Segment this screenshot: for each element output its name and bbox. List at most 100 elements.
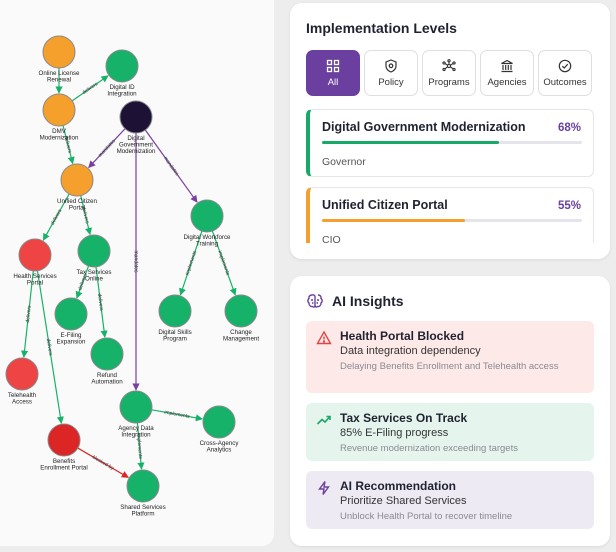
warning-triangle-icon: [316, 330, 332, 345]
graph-node-circle[interactable]: [77, 234, 111, 268]
graph-node-circle[interactable]: [126, 469, 160, 503]
graph-edge-label: blocked by: [91, 454, 115, 471]
graph-edge: [179, 230, 203, 296]
insight-title: AI Recommendation: [340, 479, 457, 493]
insight-card-recommendation[interactable]: AI Recommendation Prioritize Shared Serv…: [306, 471, 594, 529]
tab-label: Outcomes: [543, 76, 587, 88]
graph-node-label: Tax Services: [76, 269, 111, 276]
insight-card-health-portal[interactable]: Health Portal Blocked Data integration d…: [306, 321, 594, 393]
implementation-item[interactable]: Unified Citizen Portal 55% CIO: [306, 187, 594, 243]
graph-edge: [88, 128, 126, 169]
implementation-list[interactable]: Digital Government Modernization 68% Gov…: [306, 109, 594, 243]
graph-node-label: Change: [230, 329, 252, 336]
ai-insights-card: AI Insights Health Portal Blocked Data i…: [290, 276, 610, 546]
graph-node-label: Cross-Agency: [200, 440, 240, 447]
insight-subtitle: Data integration dependency: [340, 345, 481, 357]
graph-edge-label: delivers: [45, 338, 54, 356]
tab-policy[interactable]: Policy: [364, 50, 418, 96]
graph-node-circle[interactable]: [18, 238, 52, 272]
graph-node-circle[interactable]: [158, 294, 192, 328]
graph-node-label: Agency Data: [118, 425, 154, 432]
graph-node-circle[interactable]: [47, 423, 81, 457]
graph-node-label: Government: [119, 142, 153, 149]
graph-node-label: Portal: [27, 280, 43, 287]
tab-programs[interactable]: Programs: [422, 50, 476, 96]
implementation-levels-title: Implementation Levels: [306, 20, 457, 36]
graph-node-label: Health Services: [13, 273, 56, 280]
check-circle-icon: [558, 59, 572, 72]
insight-title: Tax Services On Track: [340, 411, 468, 425]
graph-edge-label: mandates: [133, 251, 139, 273]
tab-all[interactable]: All: [306, 50, 360, 96]
graph-node-label: DMV: [52, 128, 67, 135]
graph-edge-label: implements: [185, 250, 199, 277]
graph-node-circle[interactable]: [119, 390, 153, 424]
graph-node-label: Program: [163, 336, 187, 343]
graph-edge: [136, 422, 145, 470]
insight-description: Unblock Health Portal to recover timelin…: [340, 511, 513, 522]
implementation-item[interactable]: Digital Government Modernization 68% Gov…: [306, 109, 594, 177]
graph-node-circle[interactable]: [90, 337, 124, 371]
shield-icon: [385, 58, 397, 73]
graph-node-label: Modernization: [40, 135, 79, 142]
ai-insights-title: AI Insights: [332, 293, 404, 309]
graph-node-label: Digital Skills: [158, 329, 191, 336]
graph-node-circle[interactable]: [190, 199, 224, 233]
graph-edge-label: delivers: [25, 305, 33, 323]
dependency-graph-panel[interactable]: delivers mandates delivers mandates mandates…: [0, 0, 274, 546]
graph-edge: [144, 129, 198, 203]
graph-node-circle[interactable]: [42, 93, 76, 127]
insight-subtitle: Prioritize Shared Services: [340, 495, 467, 507]
dependency-graph[interactable]: delivers mandates delivers mandates mandates…: [0, 0, 274, 546]
trending-up-icon: [316, 415, 331, 425]
graph-edge: [77, 447, 129, 478]
graph-node-circle[interactable]: [54, 297, 88, 331]
tab-outcomes[interactable]: Outcomes: [538, 50, 592, 96]
graph-node-label: Online License: [39, 70, 80, 77]
implementation-item-percent: 68%: [557, 122, 581, 134]
tab-label: Policy: [378, 76, 404, 88]
implementation-item-owner: CIO: [322, 234, 341, 243]
graph-edge-label: delivers: [77, 273, 89, 292]
graph-node-circle[interactable]: [202, 405, 236, 439]
graph-edge-label: delivers: [63, 136, 73, 155]
graph-node-label: Digital ID: [109, 84, 135, 91]
graph-node-circle[interactable]: [119, 100, 153, 134]
graph-edge-label: implements: [164, 410, 191, 421]
graph-node-circle[interactable]: [5, 357, 39, 391]
graph-edge: [62, 125, 75, 165]
progress-fill: [322, 219, 465, 222]
graph-node-circle[interactable]: [105, 49, 139, 83]
graph-node-label: Online: [85, 276, 103, 283]
graph-edge: [211, 230, 237, 296]
tab-agencies[interactable]: Agencies: [480, 50, 534, 96]
graph-node-label: Access: [12, 399, 32, 406]
graph-node-label: Shared Services: [120, 504, 165, 511]
graph-node-label: Analytics: [207, 447, 232, 454]
graph-edge: [95, 266, 108, 338]
graph-node-circle[interactable]: [224, 294, 258, 328]
implementation-filter-tabs: All Policy Programs Agencies Outcomes: [306, 50, 592, 96]
grid-icon: [326, 59, 340, 72]
graph-node-circle[interactable]: [42, 35, 76, 69]
graph-node-circle[interactable]: [60, 163, 94, 197]
tab-label: Programs: [428, 76, 470, 88]
insight-card-tax-services[interactable]: Tax Services On Track 85% E-Filing progr…: [306, 403, 594, 461]
